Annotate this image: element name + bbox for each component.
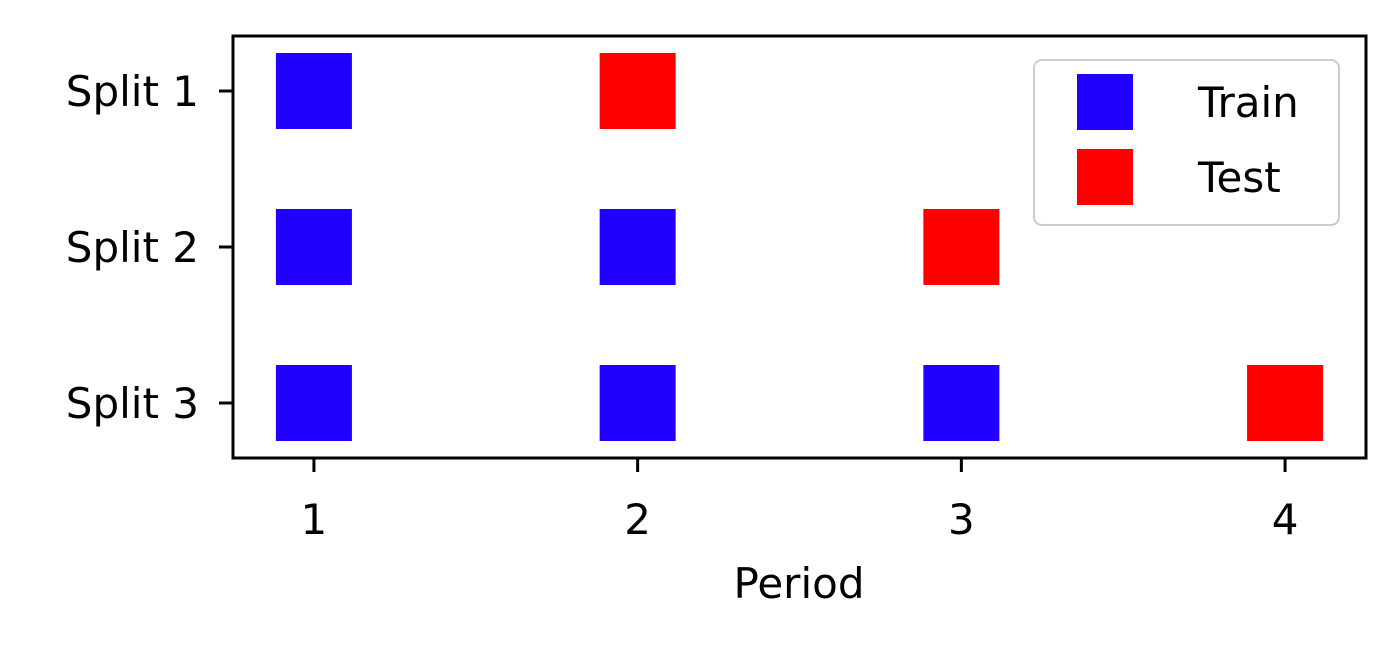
marker-train-4 bbox=[599, 365, 676, 441]
legend: Train Test bbox=[1033, 59, 1340, 226]
marker-test-0 bbox=[599, 53, 676, 129]
legend-label-train: Train bbox=[1197, 78, 1299, 127]
x-tick-label-0: 1 bbox=[301, 495, 328, 544]
x-axis: 1 2 3 4 bbox=[301, 458, 1299, 544]
marker-train-1 bbox=[275, 209, 352, 285]
x-tick-label-1: 2 bbox=[624, 495, 651, 544]
x-axis-label: Period bbox=[734, 559, 865, 608]
marker-test-1 bbox=[923, 209, 1000, 285]
y-tick-label-1: Split 2 bbox=[66, 223, 199, 272]
y-axis: Split 1 Split 2 Split 3 bbox=[66, 67, 233, 428]
x-tick-label-2: 3 bbox=[948, 495, 975, 544]
y-tick-label-0: Split 1 bbox=[66, 67, 199, 116]
marker-train-3 bbox=[275, 365, 352, 441]
legend-swatch-train bbox=[1077, 74, 1133, 130]
data-marks bbox=[275, 53, 1324, 441]
legend-label-test: Test bbox=[1197, 153, 1281, 202]
marker-train-0 bbox=[275, 53, 352, 129]
marker-train-5 bbox=[923, 365, 1000, 441]
marker-train-2 bbox=[599, 209, 676, 285]
legend-swatch-test bbox=[1077, 149, 1133, 205]
y-tick-label-2: Split 3 bbox=[66, 379, 199, 428]
x-tick-label-3: 4 bbox=[1272, 495, 1299, 544]
marker-test-2 bbox=[1247, 365, 1324, 441]
